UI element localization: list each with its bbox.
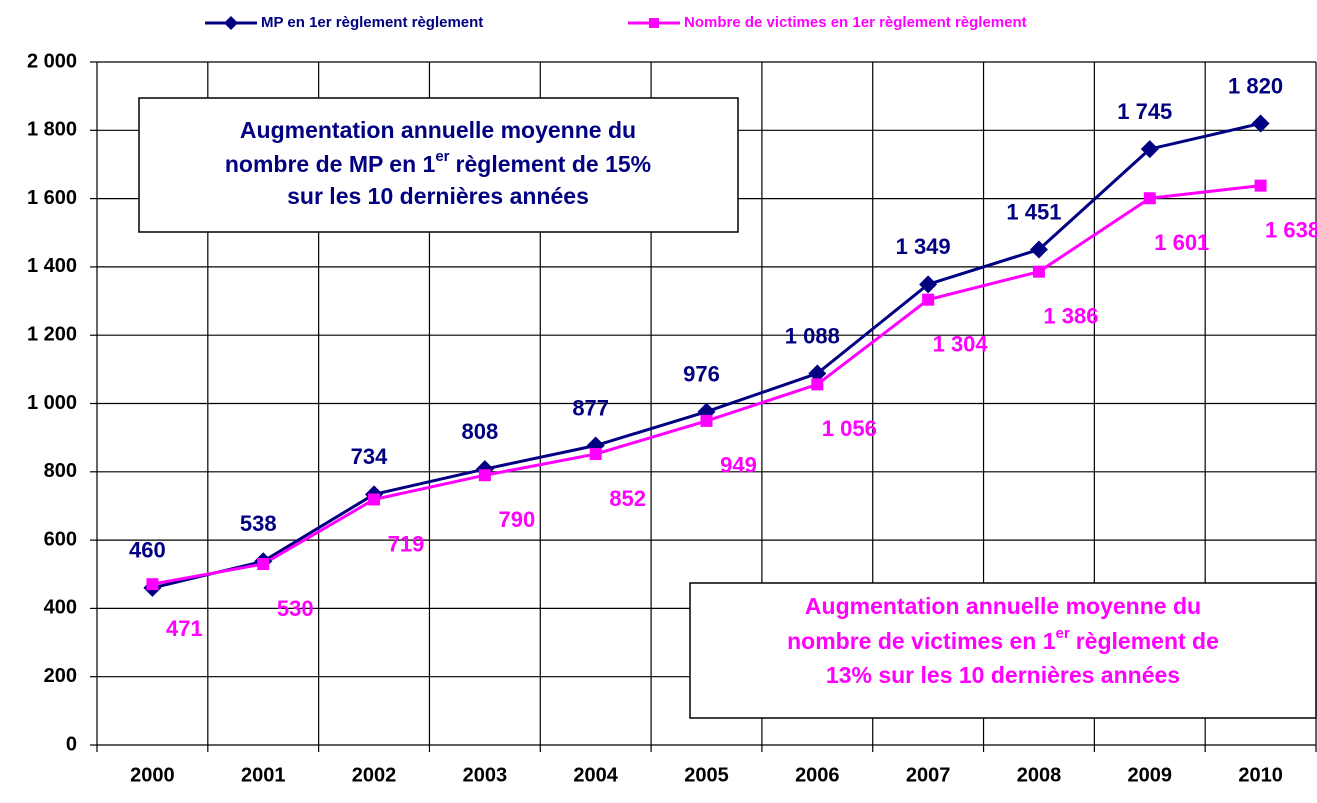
marker [1143, 192, 1156, 205]
y-tick-label: 1 000 [27, 392, 77, 414]
annotation-box [689, 582, 1317, 719]
marker [1254, 179, 1267, 192]
y-tick-label: 2 000 [27, 50, 77, 72]
marker [368, 493, 381, 506]
annotation-text: nombre de MP en 1er règlement de 15% [225, 148, 651, 177]
marker [922, 293, 935, 306]
legend-label: MP en 1er règlement règlement [261, 14, 483, 31]
y-tick-label: 1 400 [27, 255, 77, 277]
x-tick-label: 2006 [795, 764, 840, 786]
y-tick-label: 0 [66, 733, 77, 755]
marker [1140, 140, 1159, 159]
annotation-sup: er [435, 148, 449, 165]
data-label: 808 [462, 419, 499, 444]
data-label: 719 [388, 531, 425, 556]
marker [478, 469, 491, 482]
data-label: 1 820 [1228, 73, 1283, 98]
y-tick-label: 400 [44, 597, 77, 619]
annotation-sup: er [1056, 625, 1070, 642]
data-label: 1 451 [1006, 199, 1061, 224]
data-label: 734 [351, 444, 388, 469]
annotation-part: sur les 10 dernières années [287, 183, 589, 209]
annotation-part: règlement de 15% [456, 151, 652, 177]
annotation-part: 13% sur les 10 dernières années [826, 662, 1180, 688]
annotation-part: règlement de [1076, 628, 1219, 654]
data-label: 1 056 [822, 416, 877, 441]
marker [589, 448, 602, 461]
data-label: 1 304 [933, 331, 989, 356]
y-tick-label: 600 [44, 528, 77, 550]
y-tick-label: 200 [44, 665, 77, 687]
annotation-text: Augmentation annuelle moyenne du [240, 117, 636, 143]
annotation-part: nombre de MP en 1 [225, 151, 436, 177]
marker [700, 414, 713, 427]
y-tick-label: 1 600 [27, 187, 77, 209]
data-label: 471 [166, 616, 203, 641]
annotation-text: Augmentation annuelle moyenne du [805, 593, 1201, 619]
y-tick-label: 1 200 [27, 323, 77, 345]
data-label: 976 [683, 362, 720, 387]
annotation-part: Augmentation annuelle moyenne du [805, 593, 1201, 619]
data-label: 877 [572, 395, 609, 420]
marker [257, 558, 270, 571]
marker [1029, 240, 1048, 259]
x-tick-label: 2003 [463, 764, 508, 786]
data-label: 1 386 [1043, 303, 1098, 328]
legend-marker [649, 18, 659, 28]
data-label: 1 745 [1117, 99, 1172, 124]
x-tick-label: 2002 [352, 764, 397, 786]
data-label: 949 [720, 453, 757, 478]
data-label: 530 [277, 596, 314, 621]
x-tick-label: 2001 [241, 764, 286, 786]
annotation-text: nombre de victimes en 1er règlement de [787, 625, 1219, 654]
data-label: 460 [129, 538, 166, 563]
annotation-box [138, 97, 739, 233]
data-label: 852 [609, 486, 646, 511]
x-tick-label: 2010 [1238, 764, 1283, 786]
x-tick-label: 2000 [130, 764, 175, 786]
marker [1032, 265, 1045, 278]
marker [811, 378, 824, 391]
legend-label: Nombre de victimes en 1er règlement règl… [684, 14, 1027, 31]
data-label: 1 349 [896, 234, 951, 259]
annotation-part: nombre de victimes en 1 [787, 628, 1056, 654]
x-tick-label: 2007 [906, 764, 951, 786]
marker [146, 578, 159, 591]
data-label: 1 638 [1265, 217, 1317, 242]
annotation-text: sur les 10 dernières années [287, 183, 589, 209]
data-label: 790 [499, 507, 536, 532]
annotation-part: Augmentation annuelle moyenne du [240, 117, 636, 143]
x-tick-label: 2004 [573, 764, 618, 786]
legend-marker [224, 16, 238, 30]
x-tick-label: 2008 [1017, 764, 1062, 786]
marker [919, 275, 938, 294]
data-label: 1 601 [1154, 230, 1209, 255]
data-label: 538 [240, 511, 277, 536]
x-tick-label: 2005 [684, 764, 729, 786]
marker [1251, 114, 1270, 133]
y-tick-label: 1 800 [27, 119, 77, 141]
marker [808, 364, 827, 383]
annotation-text: 13% sur les 10 dernières années [826, 662, 1180, 688]
y-tick-label: 800 [44, 460, 77, 482]
data-label: 1 088 [785, 323, 840, 348]
x-tick-label: 2009 [1128, 764, 1173, 786]
